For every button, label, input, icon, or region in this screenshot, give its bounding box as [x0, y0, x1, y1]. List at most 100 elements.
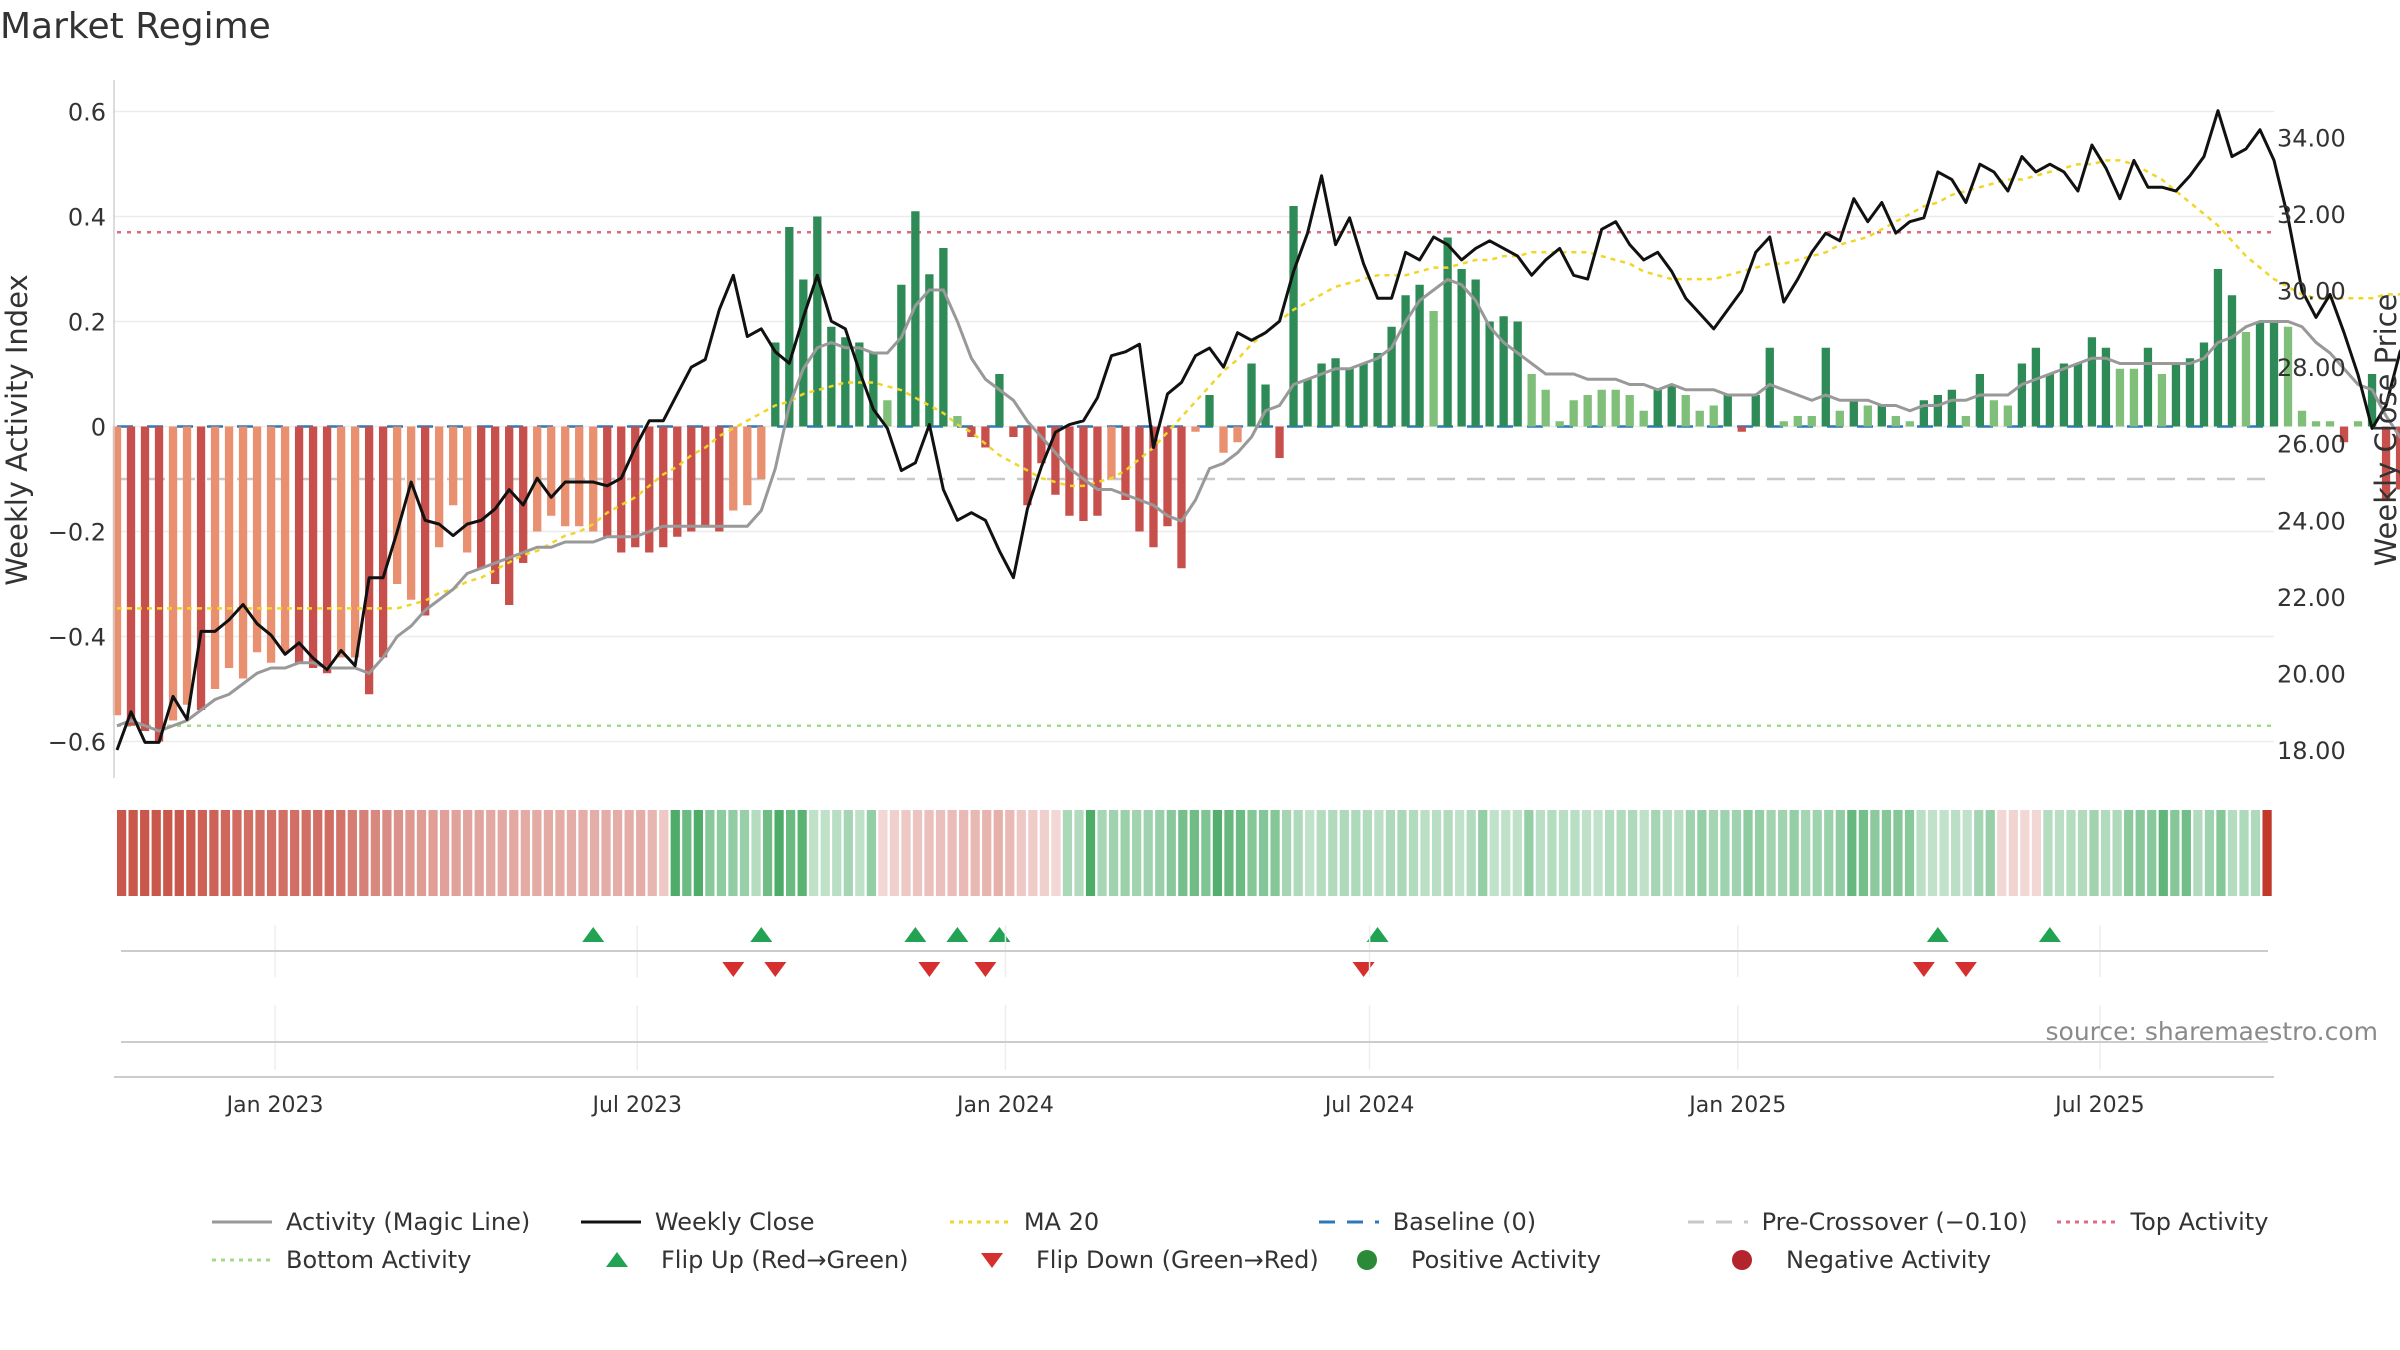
- regime-strip-cell: [1212, 810, 1223, 896]
- activity-bar: [168, 426, 178, 721]
- regime-strip-cell: [1847, 810, 1857, 896]
- regime-strip-cell: [324, 810, 334, 896]
- regime-strip-cell: [313, 810, 323, 896]
- activity-bar: [2367, 374, 2377, 427]
- regime-strip-cell: [1951, 810, 1961, 896]
- activity-bar: [1989, 400, 1999, 427]
- regime-strip-cell: [866, 810, 876, 896]
- regime-strip-cell: [1420, 810, 1430, 896]
- right-tick-label: 30.00: [2277, 278, 2346, 306]
- flip-up-marker: [750, 927, 773, 942]
- legend-symbol-negative: [1732, 1250, 1752, 1270]
- activity-bar: [1905, 421, 1914, 427]
- activity-bar: [589, 426, 598, 532]
- activity-bar: [1401, 295, 1410, 427]
- regime-strip-cell: [266, 810, 277, 896]
- activity-bar: [1205, 395, 1214, 427]
- activity-bar: [2087, 337, 2097, 427]
- regime-strip-cell: [163, 810, 173, 896]
- activity-bar: [126, 426, 136, 726]
- activity-bar: [827, 326, 836, 427]
- regime-strip-cell: [832, 810, 842, 896]
- regime-strip-cell: [1962, 810, 1972, 896]
- regime-strip-cell: [2008, 810, 2018, 896]
- regime-strip-cell: [2100, 810, 2111, 896]
- activity-bar: [350, 426, 360, 658]
- regime-strip-cell: [716, 810, 727, 896]
- activity-bar: [1611, 389, 1620, 427]
- regime-strip-cell: [693, 810, 703, 896]
- activity-bar: [1023, 426, 1032, 506]
- regime-strip-cell: [901, 810, 911, 896]
- right-tick-label: 18.00: [2277, 737, 2346, 765]
- weekly-close-line: [115, 109, 2400, 751]
- regime-strip-cell: [2112, 810, 2122, 896]
- activity-bar: [673, 426, 682, 537]
- activity-bar: [1653, 389, 1662, 427]
- regime-strip-cell: [2043, 810, 2053, 896]
- regime-strip-cell: [1005, 810, 1015, 896]
- regime-strip-cell: [1604, 810, 1615, 896]
- regime-strip-cell: [1316, 810, 1326, 896]
- regime-strip-cell: [659, 810, 669, 896]
- activity-bar: [659, 426, 668, 548]
- regime-strip-cell: [612, 810, 623, 896]
- left-tick-label: −0.4: [48, 624, 106, 652]
- regime-strip-cell: [1085, 810, 1096, 896]
- activity-bar: [729, 426, 738, 511]
- regime-strip-cell: [1697, 810, 1707, 896]
- regime-strip-cell: [1293, 810, 1303, 896]
- legend: Activity (Magic Line) Weekly Close MA 20 Ba…: [210, 1203, 2330, 1279]
- activity-bar: [2045, 374, 2055, 427]
- right-tick-label: 34.00: [2277, 124, 2346, 152]
- activity-bar: [1695, 410, 1704, 427]
- regime-strip-cell: [1628, 810, 1638, 896]
- regime-strip-cell: [982, 810, 992, 896]
- flip-up-marker: [582, 927, 605, 942]
- regime-strip-cell: [578, 810, 588, 896]
- regime-strip-cell: [2204, 810, 2215, 896]
- activity-bar: [238, 426, 248, 679]
- activity-bar: [2381, 426, 2391, 500]
- series-lines: [115, 109, 2400, 751]
- activity-bar: [1947, 389, 1957, 427]
- regime-strip-cell: [1143, 810, 1153, 896]
- activity-bar: [224, 426, 234, 668]
- activity-bar: [392, 426, 402, 584]
- legend-item-flipdown: Flip Down (Green→Red): [960, 1246, 1335, 1274]
- legend-item-top: Top Activity: [2055, 1208, 2330, 1236]
- activity-bar: [1387, 326, 1396, 427]
- grid: [113, 110, 2274, 743]
- activity-bar: [1527, 374, 1536, 427]
- activity-bar: [1597, 389, 1606, 427]
- regime-strip-cell: [416, 810, 427, 896]
- activity-bar: [1513, 321, 1522, 427]
- legend-item-positive: Positive Activity: [1335, 1246, 1710, 1274]
- activity-bar: [771, 342, 780, 427]
- activity-bar: [981, 426, 990, 448]
- regime-strip-cell: [151, 810, 161, 896]
- activity-bar: [1919, 400, 1928, 427]
- activity-bar: [1555, 421, 1564, 427]
- regime-strip-cell: [2193, 810, 2203, 896]
- activity-bar: [378, 426, 388, 658]
- regime-strip-cell: [1558, 810, 1569, 896]
- legend-item-baseline: Baseline (0): [1317, 1208, 1686, 1236]
- activity-bar: [1807, 416, 1816, 427]
- activity-bar: [449, 426, 458, 506]
- activity-bar: [2129, 368, 2139, 427]
- regime-strip-cell: [1362, 810, 1372, 896]
- left-tick-label: 0.2: [68, 309, 106, 337]
- legend-row: Bottom Activity Flip Up (Red→Green) Flip D…: [210, 1241, 2330, 1279]
- regime-strip-cell: [1570, 810, 1580, 896]
- regime-strip-cell: [1489, 810, 1499, 896]
- legend-row: Activity (Magic Line) Weekly Close MA 20 Ba…: [210, 1203, 2330, 1241]
- activity-bar: [715, 426, 724, 532]
- activity-bar: [1247, 363, 1256, 427]
- regime-strip-cell: [209, 810, 219, 896]
- activity-bar: [1317, 363, 1326, 427]
- regime-strip-cell: [2054, 810, 2065, 896]
- regime-strip-cell: [1016, 810, 1026, 896]
- regime-strip-cell: [2135, 810, 2145, 896]
